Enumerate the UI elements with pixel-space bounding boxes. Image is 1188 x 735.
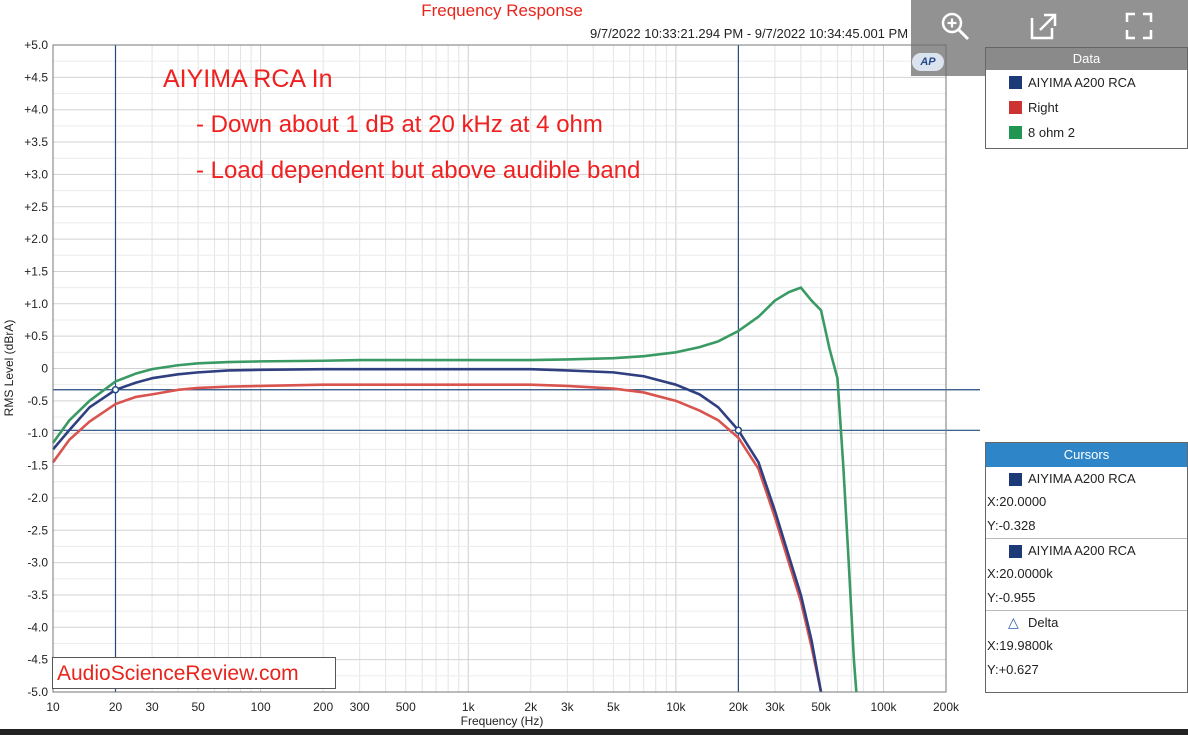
y-tick-label: -3.5: [27, 588, 48, 602]
cursor-marker[interactable]: [111, 385, 120, 394]
cursor-1-y: Y:-0.328: [987, 518, 1036, 533]
external-link-icon[interactable]: [1025, 10, 1061, 46]
series-line-0: [51, 286, 858, 693]
y-tick-label: -2.5: [27, 523, 48, 537]
cursor-1-swatch: [1009, 473, 1022, 486]
y-tick-label: +3.5: [24, 135, 48, 149]
cursor-1-x: X:20.0000: [987, 494, 1047, 509]
x-axis-label: Frequency (Hz): [461, 714, 544, 728]
x-tick-label: 10k: [666, 700, 686, 714]
legend-item[interactable]: Right: [986, 95, 1187, 120]
y-tick-label: +3.0: [24, 167, 48, 181]
x-tick-label: 100k: [870, 700, 897, 714]
legend-list: AIYIMA A200 RCA Right 8 ohm 2: [986, 70, 1187, 145]
annotation-heading: AIYIMA RCA In: [163, 65, 333, 93]
delta-x: X:19.9800k: [987, 638, 1053, 653]
cursor-2-x: X:20.0000k: [987, 566, 1053, 581]
y-tick-label: -1.5: [27, 459, 48, 473]
y-tick-label: -1.0: [27, 426, 48, 440]
plot-frame: [52, 44, 947, 693]
cursor-1-series[interactable]: AIYIMA A200 RCA: [986, 467, 1187, 490]
cursors-panel: Cursors AIYIMA A200 RCA X:20.0000 Y:-0.3…: [985, 442, 1188, 693]
legend-label: AIYIMA A200 RCA: [1028, 75, 1136, 90]
x-tick-label: 50k: [811, 700, 831, 714]
annotation-line-1: - Down about 1 dB at 20 kHz at 4 ohm: [196, 111, 603, 138]
y-tick-label: +1.5: [24, 264, 48, 278]
x-tick-label: 5k: [607, 700, 621, 714]
x-tick-label: 30: [145, 700, 159, 714]
y-tick-label: +4.5: [24, 70, 48, 84]
y-tick-label: +2.5: [24, 200, 48, 214]
ap-logo: AP: [912, 53, 944, 71]
legend-swatch: [1009, 101, 1022, 114]
y-axis-label: RMS Level (dBrA): [2, 320, 16, 417]
bottom-bar: [0, 729, 1188, 735]
y-tick-label: +5.0: [24, 38, 48, 52]
legend-title: Data: [986, 48, 1187, 70]
y-tick-label: +1.0: [24, 297, 48, 311]
delta-label: Delta: [1028, 615, 1059, 630]
delta-icon: △: [1008, 614, 1019, 630]
x-tick-label: 200k: [933, 700, 960, 714]
x-tick-label: 20: [109, 700, 123, 714]
x-tick-label: 100: [251, 700, 271, 714]
delta-y: Y:+0.627: [987, 662, 1039, 677]
y-tick-label: +0.5: [24, 329, 48, 343]
delta-row: △ Delta: [986, 611, 1187, 634]
y-tick-label: -4.5: [27, 653, 48, 667]
y-tick-label: 0: [41, 362, 48, 376]
series-line-1: [51, 383, 823, 693]
legend-label: 8 ohm 2: [1028, 125, 1075, 140]
legend-swatch: [1009, 126, 1022, 139]
legend-panel: Data AIYIMA A200 RCA Right 8 ohm 2: [985, 47, 1188, 149]
chart-title: Frequency Response: [421, 1, 583, 20]
y-tick-label: -3.0: [27, 556, 48, 570]
y-tick-label: -0.5: [27, 394, 48, 408]
y-tick-label: +4.0: [24, 103, 48, 117]
cursor-marker[interactable]: [734, 426, 743, 435]
data-series: [51, 286, 858, 693]
cursor-2-series[interactable]: AIYIMA A200 RCA: [986, 539, 1187, 562]
legend-label: Right: [1028, 100, 1059, 115]
annotation-line-2: - Load dependent but above audible band: [196, 157, 640, 184]
x-tick-label: 3k: [561, 700, 575, 714]
cursor-2-label: AIYIMA A200 RCA: [1028, 543, 1136, 558]
chart-subtitle: 9/7/2022 10:33:21.294 PM - 9/7/2022 10:3…: [590, 26, 908, 41]
y-tick-label: +2.0: [24, 232, 48, 246]
x-tick-label: 200: [313, 700, 333, 714]
y-tick-label: -2.0: [27, 491, 48, 505]
x-tick-label: 300: [350, 700, 370, 714]
cursor-1-label: AIYIMA A200 RCA: [1028, 471, 1136, 486]
x-tick-label: 2k: [524, 700, 538, 714]
x-tick-label: 30k: [765, 700, 785, 714]
axis-ticks: 10 20 30 50 100 200 300 500 1k 2k 3k 5k 10k 20k 30k 50k…: [24, 38, 960, 714]
y-tick-label: -5.0: [27, 685, 48, 699]
x-tick-label: 50: [191, 700, 205, 714]
fullscreen-icon[interactable]: [1121, 10, 1157, 46]
legend-item[interactable]: AIYIMA A200 RCA: [986, 70, 1187, 95]
cursors-title: Cursors: [986, 443, 1187, 467]
legend-item[interactable]: 8 ohm 2: [986, 120, 1187, 145]
cursor-2-y: Y:-0.955: [987, 590, 1036, 605]
cursor-lines: [53, 45, 980, 692]
watermark: AudioScienceReview.com: [52, 657, 336, 689]
x-tick-label: 10: [46, 700, 60, 714]
y-tick-label: -4.0: [27, 620, 48, 634]
x-tick-label: 20k: [729, 700, 749, 714]
cursor-2-swatch: [1009, 545, 1022, 558]
x-tick-label: 500: [396, 700, 416, 714]
x-tick-label: 1k: [462, 700, 476, 714]
series-line-2: [52, 367, 823, 693]
zoom-in-icon[interactable]: [937, 10, 973, 46]
legend-swatch: [1009, 76, 1022, 89]
